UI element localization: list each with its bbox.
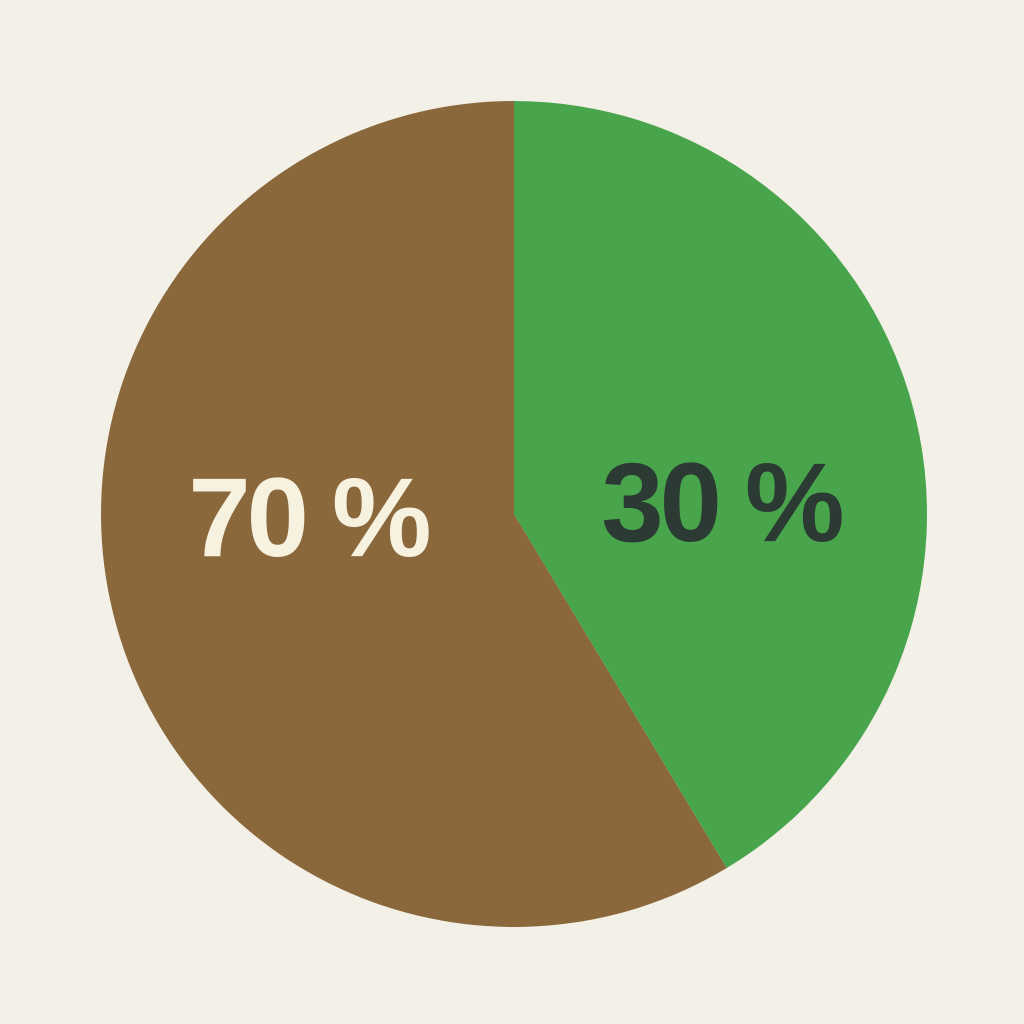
slice-label-green: 30 %: [601, 440, 844, 565]
slice-label-brown: 70 %: [188, 455, 431, 580]
pie-slice-green: [514, 101, 927, 869]
pie-slice-brown: [100, 101, 727, 927]
